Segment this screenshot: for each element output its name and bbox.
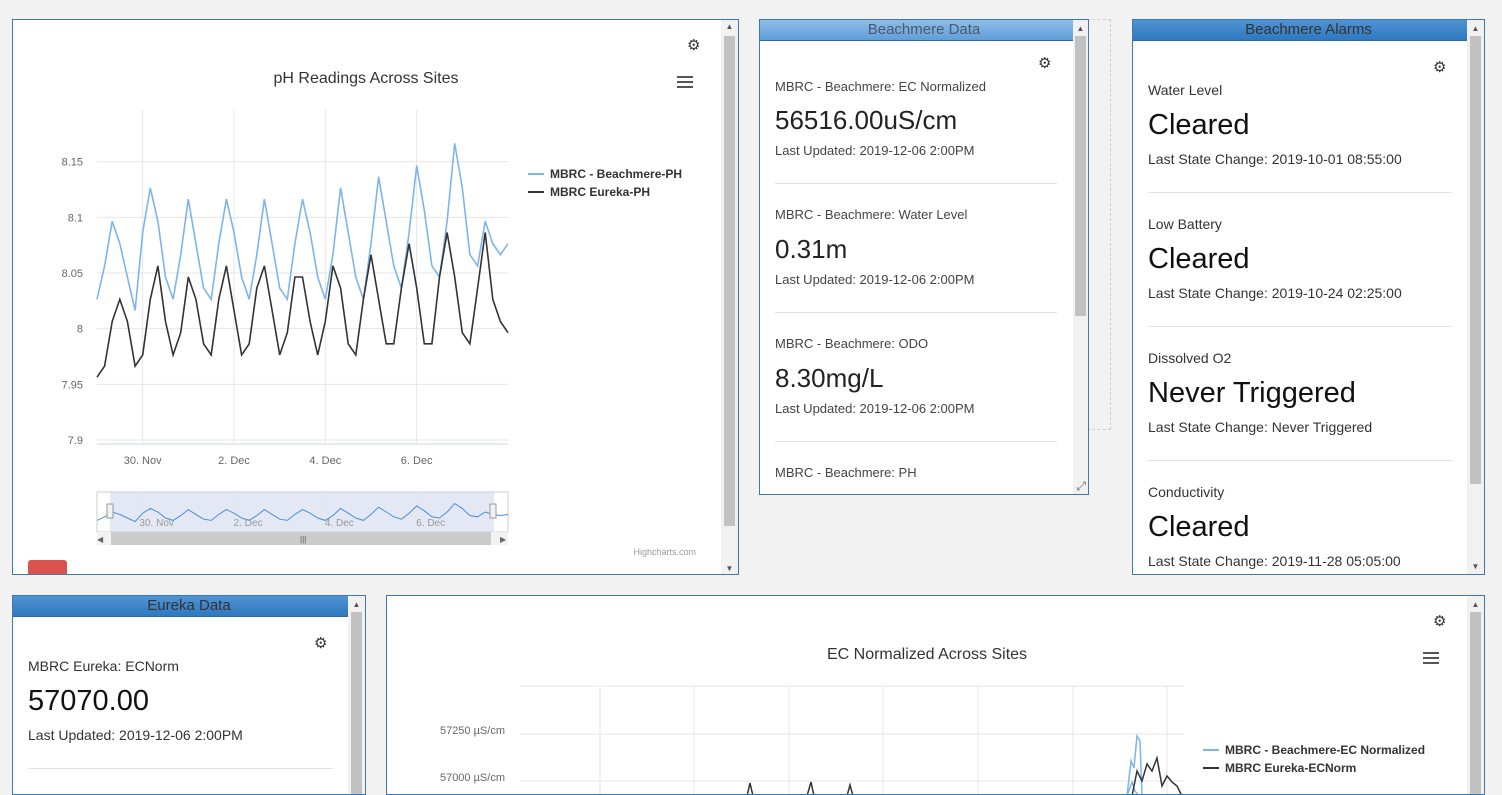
alarm-label: Low Battery [1148, 216, 1222, 232]
divider [775, 441, 1057, 442]
data-item-label: MBRC - Beachmere: ODO [775, 336, 929, 351]
alarm-last-change: Last State Change: 2019-10-01 08:55:00 [1148, 151, 1402, 167]
legend-label[interactable]: MBRC - Beachmere-PH [550, 167, 682, 181]
legend-item-beachmere[interactable]: MBRC - Beachmere-PH [528, 167, 682, 181]
chart-navigator[interactable]: 30. Nov 2. Dec 4. Dec 6. Dec ◀ ||| ▶ [96, 491, 509, 545]
navigator-tick-label: 6. Dec [416, 518, 445, 529]
svg-text:◀: ◀ [97, 535, 104, 544]
dashed-drop-placeholder [1087, 19, 1111, 430]
alarm-status: Cleared [1148, 511, 1250, 543]
vertical-scrollbar[interactable]: ▲ [1467, 596, 1484, 794]
y-tick-label: 8.05 [62, 268, 83, 280]
data-item-value: 57070.00 [28, 685, 149, 717]
svg-text:▶: ▶ [500, 535, 507, 544]
vertical-scrollbar[interactable]: ▲ ▼ [1467, 20, 1484, 574]
divider [28, 768, 333, 769]
alarm-label: Water Level [1148, 82, 1223, 98]
data-item-label: MBRC - Beachmere: Water Level [775, 207, 968, 222]
y-tick-label: 7.95 [62, 379, 83, 391]
series-line-eureka [96, 232, 509, 378]
navigator-tick-label: 4. Dec [325, 518, 354, 529]
y-tick-label: 57000 µS/cm [440, 772, 505, 784]
divider [1148, 460, 1452, 461]
alarm-status: Cleared [1148, 109, 1250, 141]
beachmere-alarms-panel: Beachmere Alarms ⚙ Water Level Cleared L… [1132, 19, 1485, 575]
export-button[interactable] [28, 560, 67, 574]
navigator-handle-right[interactable] [489, 503, 497, 519]
panel-title[interactable]: Beachmere Data [760, 20, 1088, 41]
alarm-last-change: Last State Change: 2019-11-28 05:05:00 [1148, 553, 1401, 569]
gear-icon[interactable]: ⚙ [1038, 55, 1052, 72]
navigator-tick-label: 30. Nov [139, 518, 173, 529]
legend: MBRC - Beachmere-EC Normalized MBRC Eure… [1203, 743, 1425, 775]
ec-chart-panel: ⚙ EC Normalized Across Sites 57250 µS/cm… [386, 595, 1485, 795]
resize-handle-icon[interactable]: ⤢ [1076, 479, 1086, 493]
legend-label[interactable]: MBRC Eureka-PH [550, 185, 650, 199]
data-item-updated: Last Updated: 2019-12-06 2:00PM [775, 272, 975, 287]
x-tick-label: 2. Dec [218, 455, 250, 467]
hamburger-menu-icon[interactable] [1423, 652, 1439, 667]
divider [1148, 326, 1452, 327]
eureka-data-panel: Eureka Data ⚙ MBRC Eureka: ECNorm 57070.… [12, 595, 366, 795]
navigator-series-line [96, 502, 509, 523]
alarm-status: Never Triggered [1148, 377, 1356, 409]
data-item-value: 8.30mg/L [775, 363, 884, 393]
series-line-eureka-mid [746, 781, 854, 794]
alarm-last-change: Last State Change: 2019-10-24 02:25:00 [1148, 285, 1402, 301]
navigator-tick-label: 2. Dec [234, 518, 263, 529]
data-item-value: 56516.00uS/cm [775, 105, 958, 135]
legend-label[interactable]: MBRC Eureka-ECNorm [1225, 761, 1356, 775]
legend-item-eureka[interactable]: MBRC Eureka-PH [528, 185, 650, 199]
gear-icon[interactable]: ⚙ [1433, 613, 1447, 630]
x-tick-label: 4. Dec [309, 455, 341, 467]
series-line-beachmere-end [1126, 733, 1143, 794]
ph-chart-panel: ⚙ pH Readings Across Sites 7.9 7.95 8 8.05 8… [12, 19, 739, 575]
data-item-updated: Last Updated: 2019-12-06 2:00PM [28, 727, 243, 743]
y-tick-label: 8.15 [62, 157, 83, 169]
alarm-last-change: Last State Change: Never Triggered [1148, 419, 1373, 435]
legend: MBRC - Beachmere-PH MBRC Eureka-PH [528, 167, 682, 199]
gear-icon[interactable]: ⚙ [687, 37, 701, 54]
ph-chart: pH Readings Across Sites 7.9 7.95 8 8.05 8.1… [62, 70, 696, 557]
navigator-handle-left[interactable] [106, 503, 114, 519]
y-tick-label: 7.9 [68, 435, 83, 447]
panel-title[interactable]: Beachmere Alarms [1133, 20, 1484, 41]
data-item-updated: Last Updated: 2019-12-06 2:00PM [775, 401, 975, 416]
chart-title: pH Readings Across Sites [274, 70, 459, 87]
data-item-updated: Last Updated: 2019-12-06 2:00PM [775, 143, 975, 158]
legend-item-eureka[interactable]: MBRC Eureka-ECNorm [1203, 761, 1356, 775]
ec-chart: EC Normalized Across Sites 57250 µS/cm 5… [440, 646, 1425, 794]
series-line-eureka [1131, 755, 1182, 794]
beachmere-data-panel: Beachmere Data ⚙ MBRC - Beachmere: EC No… [759, 19, 1089, 495]
vertical-scrollbar[interactable]: ▲ [348, 596, 365, 794]
legend-label[interactable]: MBRC - Beachmere-EC Normalized [1225, 743, 1425, 757]
data-item-label: MBRC Eureka: ECNorm [28, 658, 179, 674]
panel-title[interactable]: Eureka Data [13, 596, 365, 617]
hamburger-menu-icon[interactable] [677, 76, 693, 91]
gear-icon[interactable]: ⚙ [314, 635, 328, 652]
series-line-beachmere [96, 143, 509, 311]
alarm-label: Dissolved O2 [1148, 350, 1232, 366]
navigator-scrollbar-thumb[interactable] [111, 532, 491, 545]
chart-credits[interactable]: Highcharts.com [633, 547, 696, 557]
divider [775, 183, 1057, 184]
data-item-label: MBRC - Beachmere: EC Normalized [775, 79, 986, 94]
gear-icon[interactable]: ⚙ [1433, 59, 1447, 76]
y-tick-label: 57250 µS/cm [440, 725, 505, 737]
y-tick-label: 8.1 [68, 212, 83, 224]
divider [775, 312, 1057, 313]
vertical-scrollbar[interactable]: ▲ ▼ [721, 20, 738, 574]
y-tick-label: 8 [77, 324, 83, 336]
x-tick-label: 6. Dec [401, 455, 433, 467]
chart-title: EC Normalized Across Sites [827, 646, 1027, 663]
vertical-scrollbar[interactable]: ▲ [1073, 20, 1088, 494]
data-item-value: 0.31m [775, 234, 848, 264]
data-item-label: MBRC - Beachmere: PH [775, 465, 917, 480]
svg-text:|||: ||| [300, 535, 306, 544]
alarm-status: Cleared [1148, 243, 1250, 275]
divider [1148, 192, 1452, 193]
alarm-label: Conductivity [1148, 484, 1225, 500]
x-tick-label: 30. Nov [124, 455, 162, 467]
legend-item-beachmere[interactable]: MBRC - Beachmere-EC Normalized [1203, 743, 1425, 757]
